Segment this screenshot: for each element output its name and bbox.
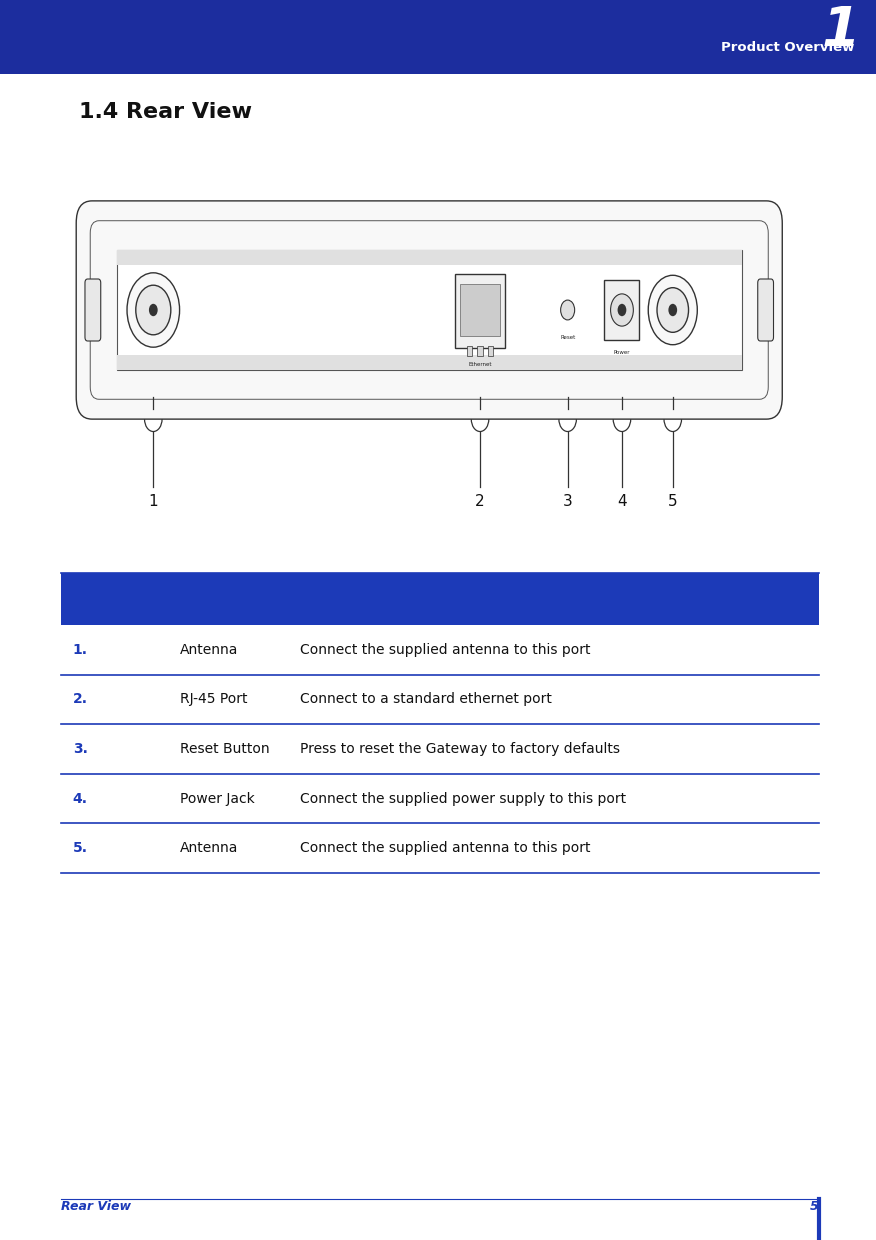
Bar	[477, 346, 483, 356]
Text: 3.: 3.	[73, 742, 88, 756]
Text: 4: 4	[618, 494, 626, 508]
Circle shape	[618, 304, 626, 316]
Bar	[455, 274, 505, 348]
Text: 4.: 4.	[73, 791, 88, 806]
Text: Product Overview: Product Overview	[721, 41, 854, 53]
Bar	[117, 250, 742, 265]
Text: Reset: Reset	[560, 335, 576, 340]
Text: Item: Item	[180, 591, 215, 606]
Circle shape	[127, 273, 180, 347]
Text: Connect the supplied antenna to this port: Connect the supplied antenna to this por…	[300, 841, 591, 856]
Bar	[61, 573, 819, 625]
Bar	[61, 823, 819, 873]
Text: 1: 1	[822, 4, 860, 58]
Text: Connect to a standard ethernet port: Connect to a standard ethernet port	[300, 692, 553, 707]
Bar	[117, 250, 742, 370]
Text: 5: 5	[810, 1200, 819, 1213]
Text: Reset Button: Reset Button	[180, 742, 269, 756]
Bar	[61, 625, 819, 675]
Text: Connect the supplied power supply to this port: Connect the supplied power supply to thi…	[300, 791, 626, 806]
Bar	[61, 724, 819, 774]
Bar	[467, 346, 472, 356]
FancyBboxPatch shape	[758, 279, 774, 341]
Text: Power: Power	[614, 350, 630, 355]
Text: Antenna: Antenna	[180, 841, 238, 856]
Text: 5: 5	[668, 494, 677, 508]
Bar	[460, 284, 500, 336]
Circle shape	[648, 275, 697, 345]
Text: Rear View: Rear View	[61, 1200, 131, 1213]
Text: 5.: 5.	[73, 841, 88, 856]
FancyBboxPatch shape	[85, 279, 101, 341]
Text: 2.: 2.	[73, 692, 88, 707]
Circle shape	[136, 285, 171, 335]
Text: 2: 2	[476, 494, 484, 508]
Text: Ethernet: Ethernet	[469, 362, 491, 367]
Text: 3: 3	[562, 494, 573, 508]
Bar	[604, 280, 639, 340]
Text: Power Jack: Power Jack	[180, 791, 254, 806]
Text: RJ-45 Port: RJ-45 Port	[180, 692, 247, 707]
Text: 1.: 1.	[73, 642, 88, 657]
Bar	[61, 774, 819, 823]
Bar	[488, 346, 493, 356]
Text: 1: 1	[149, 494, 158, 508]
Circle shape	[611, 294, 633, 326]
Text: Press to reset the Gateway to factory defaults: Press to reset the Gateway to factory de…	[300, 742, 620, 756]
Circle shape	[657, 288, 689, 332]
Bar	[61, 675, 819, 724]
Text: Description: Description	[512, 591, 601, 606]
Text: Connect the supplied antenna to this port: Connect the supplied antenna to this por…	[300, 642, 591, 657]
Bar	[117, 355, 742, 370]
Text: 1.4 Rear View: 1.4 Rear View	[79, 102, 251, 122]
Circle shape	[149, 304, 158, 316]
Text: Antenna: Antenna	[180, 642, 238, 657]
FancyBboxPatch shape	[90, 221, 768, 399]
FancyBboxPatch shape	[76, 201, 782, 419]
Circle shape	[668, 304, 677, 316]
Text: Label: Label	[73, 591, 115, 606]
Circle shape	[561, 300, 575, 320]
Bar	[0, 0, 876, 74]
